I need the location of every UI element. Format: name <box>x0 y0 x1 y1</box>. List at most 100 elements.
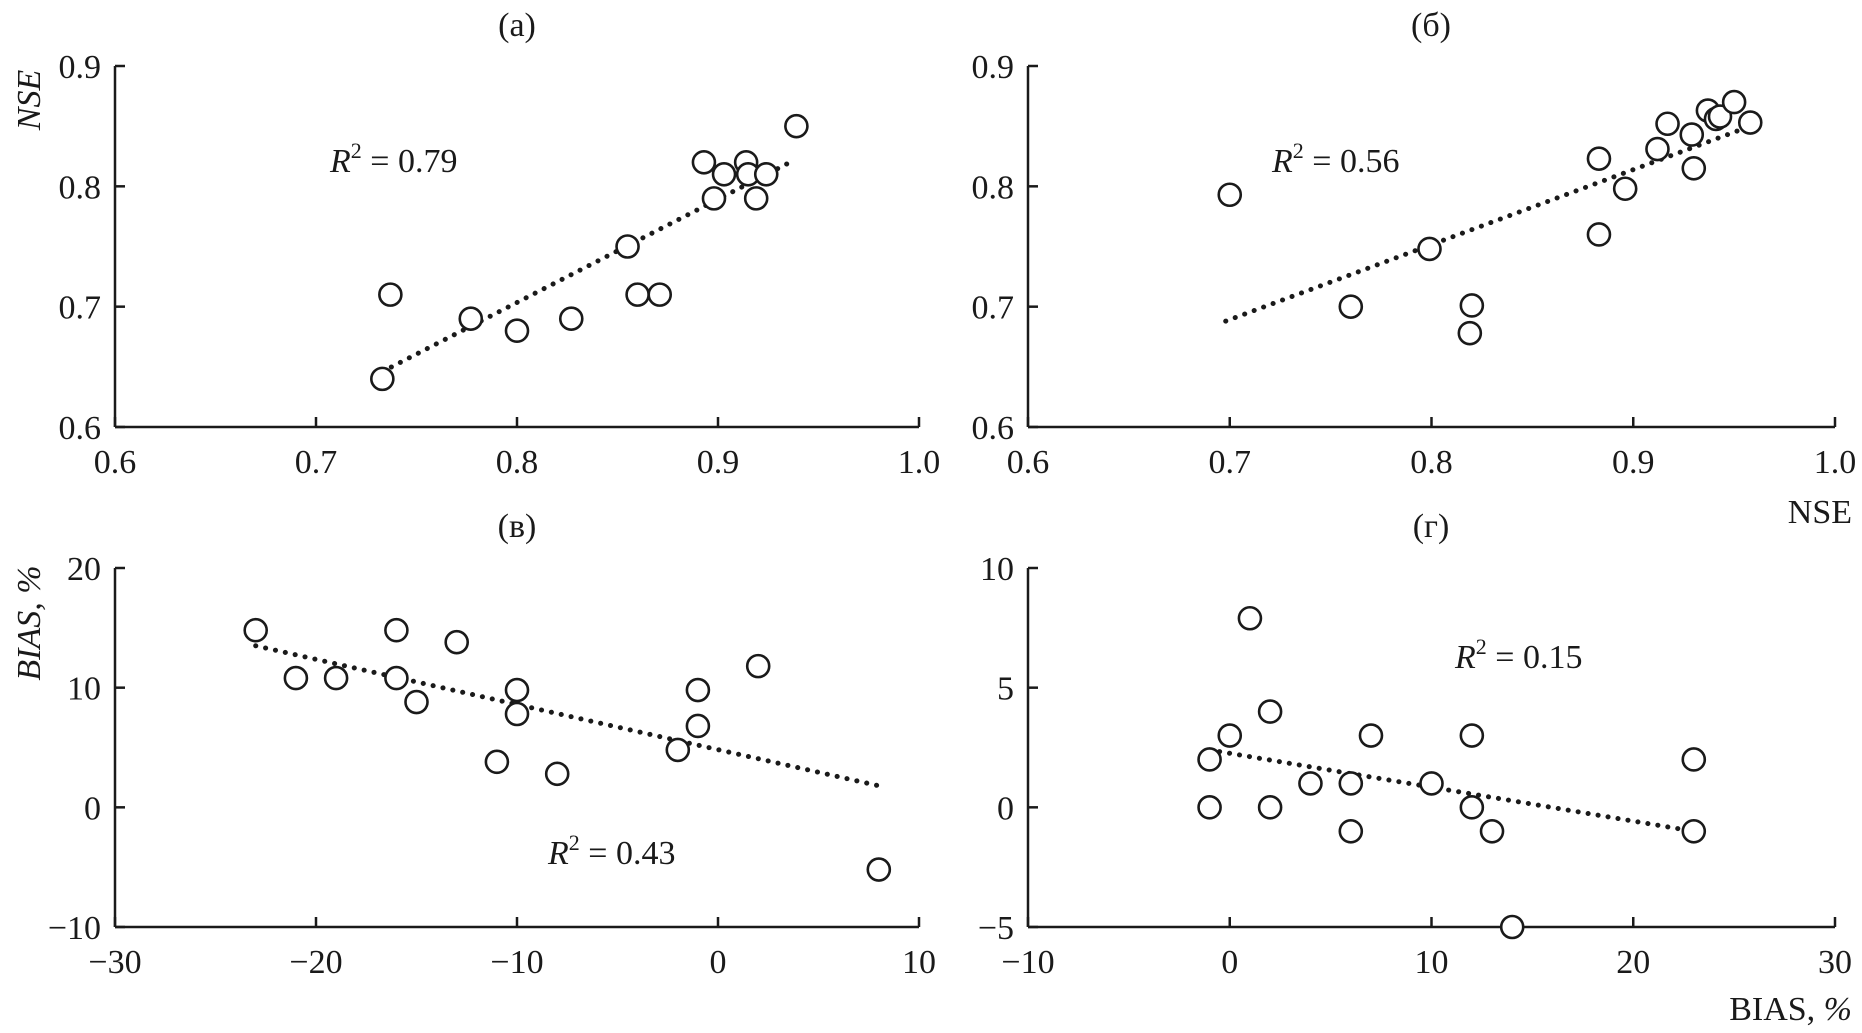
panel-1-point <box>615 234 640 259</box>
panel-3-point <box>484 749 510 775</box>
panel-4-point <box>1358 723 1384 748</box>
panel-2-r2-annotation: R2 = 0.56 <box>1271 138 1399 180</box>
panel-4-y-tick-label: 0 <box>997 790 1014 827</box>
panel-1-point <box>370 366 395 392</box>
panel-4-point <box>1681 818 1707 844</box>
panel-2-point <box>1721 89 1747 115</box>
panel-2-point <box>1679 122 1705 147</box>
panel-4-point <box>1197 747 1222 772</box>
panel-1-x-tick-label: 0.7 <box>295 444 338 481</box>
panel-2-point <box>1217 182 1243 208</box>
panel-1-y-axis-title: NSE <box>11 70 48 132</box>
panel-4: −10 0 10 20 30 −5 0 5 10 (г) BIAS, % R2 = 0.15 <box>978 508 1852 1028</box>
panel-2-x-axis-title: NSE <box>1788 494 1852 531</box>
panel-3-y-tick-label: 0 <box>84 790 101 827</box>
panel-3-point <box>384 665 409 691</box>
panel-4-x-tick-label: 30 <box>1818 944 1852 981</box>
panel-3-trendline <box>253 643 882 789</box>
panel-2-point <box>1586 222 1612 247</box>
panel-3-point <box>323 665 349 691</box>
panel-4-point <box>1419 771 1444 796</box>
panel-2-point <box>1457 320 1483 346</box>
panel-2-x-tick-label: 0.7 <box>1209 444 1252 481</box>
panel-3-x-tick-label: 10 <box>902 944 936 981</box>
panel-2-x-tick-label: 0.9 <box>1612 444 1655 481</box>
panel-2: 0.6 0.7 0.8 0.9 1.0 0.6 0.7 0.8 0.9 (б) NSE R2 = 0.… <box>972 7 1857 531</box>
panel-2-x-tick-label: 1.0 <box>1814 444 1857 481</box>
panel-3-r2-annotation: R2 = 0.43 <box>547 830 675 872</box>
panel-4-point <box>1338 818 1364 844</box>
panel-3-point <box>665 737 691 763</box>
panel-1-point <box>625 282 650 307</box>
panel-2-y-tick-label: 0.7 <box>972 290 1015 327</box>
panel-2-y-tick-label: 0.8 <box>972 169 1015 206</box>
panel-2-point <box>1459 293 1485 318</box>
panel-3-point <box>283 665 309 691</box>
panel-1-y-tick-label: 0.7 <box>59 290 102 327</box>
panel-1-trendline <box>379 158 795 375</box>
panel-4-point <box>1459 795 1485 820</box>
panel-2-point <box>1586 146 1612 171</box>
panel-3-label: (в) <box>498 508 537 545</box>
panel-1-point <box>504 318 530 344</box>
panel-2-point <box>1655 111 1680 137</box>
panel-1-x-tick-label: 0.6 <box>94 444 137 481</box>
panel-1-y-tick-label: 0.6 <box>59 410 102 447</box>
panel-4-y-tick-label: 10 <box>980 551 1014 588</box>
panel-1-point <box>691 149 717 175</box>
panel-1-x-tick-label: 1.0 <box>898 444 941 481</box>
panel-1-point <box>378 282 403 307</box>
panel-1-point <box>743 186 769 211</box>
panel-3-point <box>384 617 409 643</box>
panel-3-y-tick-label: 20 <box>67 551 101 588</box>
panel-3-x-tick-label: −10 <box>490 944 543 981</box>
panel-4-point <box>1681 747 1707 772</box>
panel-4-x-tick-label: 20 <box>1616 944 1650 981</box>
panel-4-point <box>1459 723 1485 748</box>
panel-1-r2-annotation: R2 = 0.79 <box>329 138 457 180</box>
panel-4-point <box>1237 605 1263 631</box>
panel-2-point <box>1681 155 1707 181</box>
panel-4-x-axis-title: BIAS, % <box>1729 991 1852 1028</box>
panel-4-x-tick-label: 0 <box>1221 944 1238 981</box>
panel-4-y-tick-label: 5 <box>997 671 1014 708</box>
panel-3: −30 −20 −10 0 10 −10 0 10 20 (в) BIAS, % R2 = 0.43 <box>11 508 936 981</box>
panel-3-point <box>243 617 268 643</box>
panel-3-y-tick-label: −10 <box>48 910 101 947</box>
panel-2-point <box>1707 104 1733 129</box>
panel-3-y-tick-label: 10 <box>67 671 101 708</box>
panel-3-point <box>404 689 429 715</box>
panel-1-point <box>711 162 737 187</box>
panel-1-point <box>784 113 809 139</box>
panel-2-y-tick-label: 0.6 <box>972 410 1015 447</box>
panel-4-point <box>1197 795 1222 820</box>
panel-3-x-tick-label: 0 <box>710 944 727 981</box>
panel-1-point <box>701 186 727 211</box>
panel-1-point <box>753 162 779 187</box>
panel-3-y-axis-title: BIAS, % <box>11 565 48 680</box>
panel-1-x-tick-label: 0.8 <box>496 444 539 481</box>
panel-4-point <box>1257 699 1283 724</box>
panel-1-point <box>647 282 673 307</box>
panel-3-point <box>745 653 771 679</box>
panel-1-label: (а) <box>498 7 536 44</box>
panel-3-point <box>504 677 530 703</box>
panel-3-point <box>504 701 530 727</box>
panel-4-x-tick-label: 10 <box>1415 944 1449 981</box>
panel-4-point <box>1499 914 1525 940</box>
panel-2-x-tick-label: 0.6 <box>1007 444 1050 481</box>
panel-1-x-tick-label: 0.9 <box>697 444 740 481</box>
panel-2-label: (б) <box>1411 7 1451 44</box>
panel-1: 0.6 0.7 0.8 0.9 1.0 0.6 0.7 0.8 0.9 (а) NSE R2 = 0.… <box>11 7 940 481</box>
panel-2-point <box>1645 136 1670 162</box>
panel-3-point <box>444 629 470 655</box>
panel-4-y-tick-label: −5 <box>978 910 1014 947</box>
panel-4-x-tick-label: −10 <box>1001 944 1054 981</box>
panel-1-y-tick-label: 0.9 <box>59 49 102 86</box>
panel-3-x-tick-label: −20 <box>289 944 342 981</box>
panel-4-point <box>1338 771 1364 796</box>
panel-4-point <box>1217 723 1243 748</box>
panel-3-x-tick-label: −30 <box>88 944 141 981</box>
panel-4-trendline <box>1207 747 1697 834</box>
